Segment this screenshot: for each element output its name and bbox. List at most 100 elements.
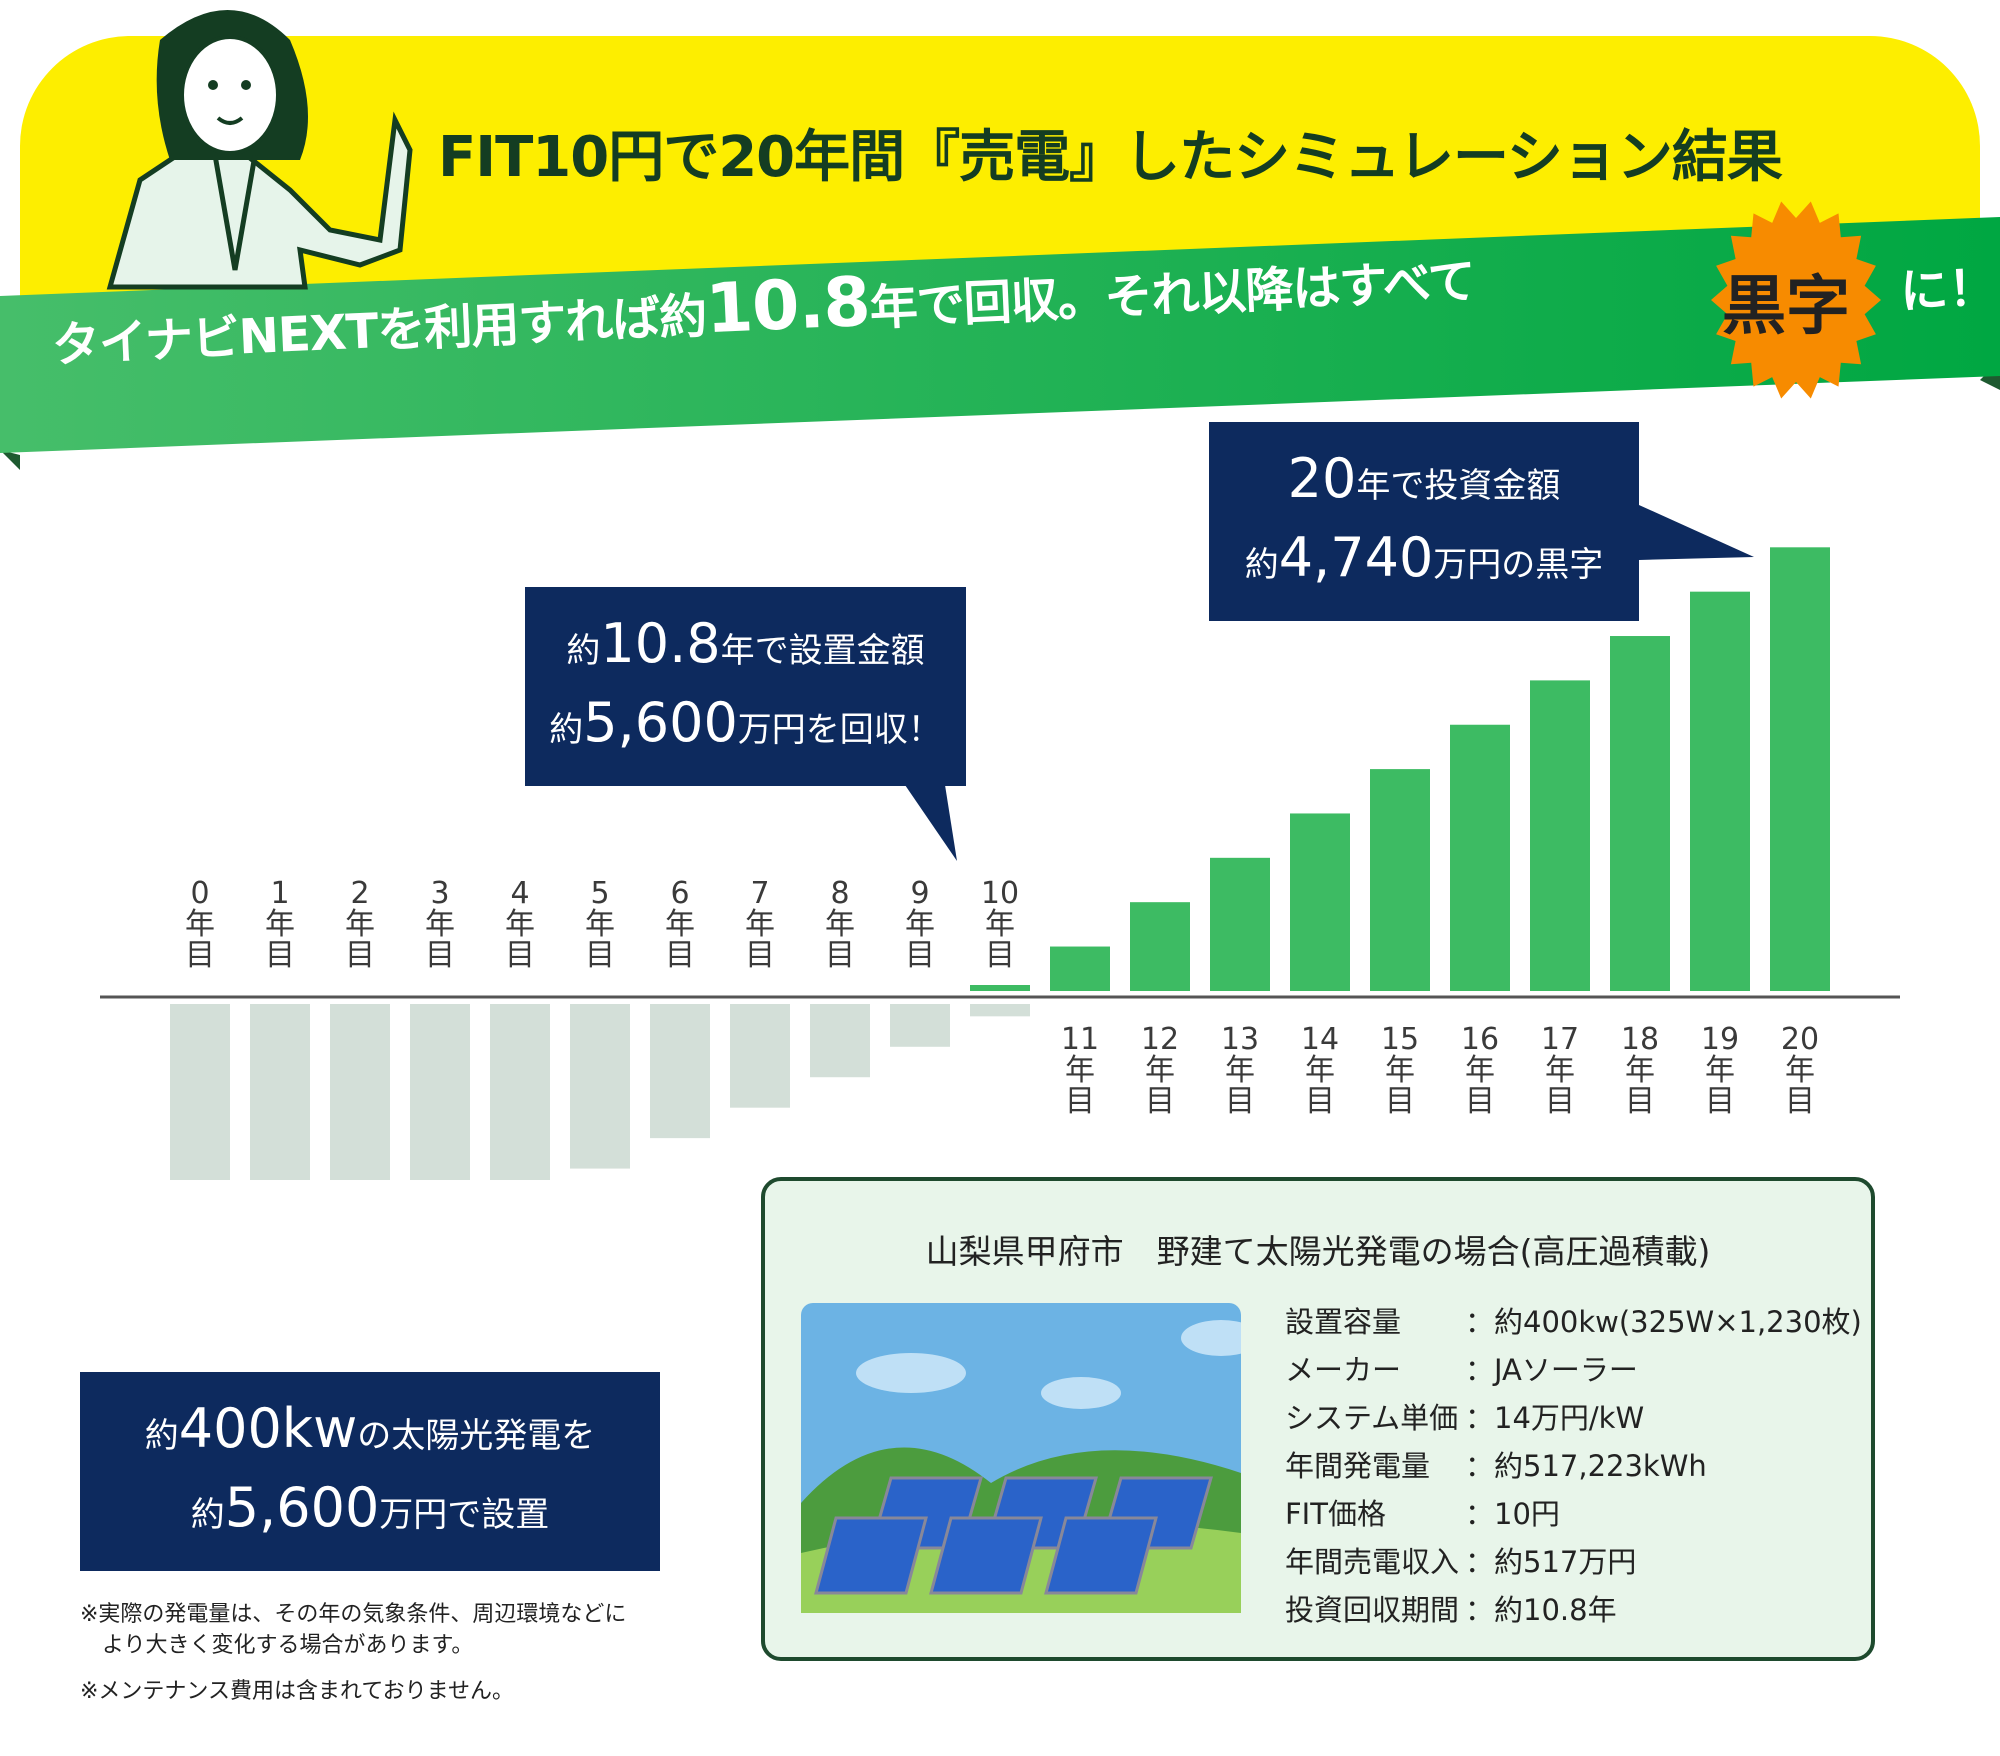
starburst-badge xyxy=(1711,201,1881,399)
spec-row: システム単価 ：14万円/kW xyxy=(1285,1395,1644,1437)
spec-row: メーカー ：JAソーラー xyxy=(1285,1347,1638,1389)
year-number: 17 xyxy=(1540,1022,1580,1057)
spec-row: 年間発電量 ：約517,223kWh xyxy=(1285,1443,1707,1485)
bar-5 xyxy=(570,1004,630,1169)
year-number: 12 xyxy=(1140,1022,1180,1057)
year-number: 18 xyxy=(1620,1022,1660,1057)
year-label: 11 年目 xyxy=(1050,1024,1110,1117)
year-number: 7 xyxy=(750,876,770,911)
bar-12 xyxy=(1130,902,1190,991)
year-number: 9 xyxy=(910,876,930,911)
spec-key: システム単価 xyxy=(1285,1401,1459,1435)
spec-key: FIT価格 xyxy=(1285,1497,1386,1531)
spec-key: 年間発電量 xyxy=(1285,1449,1431,1483)
year-number: 0 xyxy=(190,876,210,911)
year-number: 5 xyxy=(590,876,610,911)
bar-18 xyxy=(1610,636,1670,991)
bar-19 xyxy=(1690,591,1750,991)
year-label: 19 年目 xyxy=(1690,1024,1750,1117)
bar-10-positive-sliver xyxy=(970,985,1030,991)
badge-text: 黒字 xyxy=(1722,270,1850,344)
banner-shadow xyxy=(0,450,20,470)
spec-value: ：約517万円 xyxy=(1465,1545,1637,1579)
spec-value: ：約400kw(325W×1,230枚) xyxy=(1465,1305,1862,1339)
bar-8 xyxy=(810,1004,870,1078)
year-number: 6 xyxy=(670,876,690,911)
year-number: 14 xyxy=(1300,1022,1340,1057)
year-number: 16 xyxy=(1460,1022,1500,1057)
spec-row: FIT価格 ：10円 xyxy=(1285,1491,1560,1533)
spec-value: ：14万円/kW xyxy=(1465,1401,1645,1435)
bar-4 xyxy=(490,1004,550,1180)
callout-tail-payback xyxy=(905,785,957,861)
year-number: 20 xyxy=(1780,1022,1820,1057)
bar-2 xyxy=(330,1004,390,1180)
bar-0 xyxy=(170,1004,230,1180)
year-label: 20 年目 xyxy=(1770,1024,1830,1117)
year-label: 10 年目 xyxy=(970,878,1030,971)
bar-16 xyxy=(1450,724,1510,991)
woman-illustration-icon xyxy=(106,10,413,290)
callout-install: 約400kwの太陽光発電を 約5,600万円で設置 xyxy=(80,1372,660,1571)
spec-key: メーカー xyxy=(1285,1353,1402,1387)
spec-value: ：JAソーラー xyxy=(1465,1353,1638,1387)
year-number: 4 xyxy=(510,876,530,911)
info-title: 山梨県甲府市 野建て太陽光発電の場合(高圧過積載) xyxy=(925,1232,1711,1271)
spec-value: ：約517,223kWh xyxy=(1465,1449,1707,1483)
spec-row: 投資回収期間 ：約10.8年 xyxy=(1285,1587,1617,1629)
year-label: 12 年目 xyxy=(1130,1024,1190,1117)
spec-value: ：約10.8年 xyxy=(1465,1593,1617,1627)
note-3: ※メンテナンス費用は含まれておりません。 xyxy=(80,1679,515,1704)
callout-profit: 20年で投資金額 約4,740万円の黒字 xyxy=(1209,422,1639,621)
solar-farm-illustration xyxy=(801,1303,1241,1613)
year-number: 1 xyxy=(270,876,290,911)
bar-17 xyxy=(1530,680,1590,991)
note-1: ※実際の発電量は、その年の気象条件、周辺環境などに xyxy=(80,1602,627,1627)
year-number: 8 xyxy=(830,876,850,911)
bar-1 xyxy=(250,1004,310,1180)
spec-row: 年間売電収入 ：約517万円 xyxy=(1285,1539,1636,1581)
bar-15 xyxy=(1370,769,1430,991)
bar-14 xyxy=(1290,813,1350,991)
year-number: 13 xyxy=(1220,1022,1260,1057)
spec-row: 設置容量 ：約400kw(325W×1,230枚) xyxy=(1285,1299,1862,1341)
year-label: 15 年目 xyxy=(1370,1024,1430,1117)
bar-10 xyxy=(970,1004,1030,1017)
callout-payback: 約10.8年で設置金額 約5,600万円を回収！ xyxy=(525,587,966,786)
bar-9 xyxy=(890,1004,950,1047)
bar-3 xyxy=(410,1004,470,1180)
bar-6 xyxy=(650,1004,710,1139)
spec-key: 投資回収期間 xyxy=(1285,1593,1460,1627)
year-number: 10 xyxy=(980,876,1020,911)
year-number: 3 xyxy=(430,876,450,911)
page-title: FIT10円で20年間『売電』したシミュレーション結果 xyxy=(438,125,1783,190)
year-number: 2 xyxy=(350,876,370,911)
info-panel: 山梨県甲府市 野建て太陽光発電の場合(高圧過積載) 設置容量 ：約400kw(32… xyxy=(761,1177,1875,1661)
year-label: 13 年目 xyxy=(1210,1024,1270,1117)
green-banner xyxy=(0,217,2000,453)
spec-key: 設置容量 xyxy=(1285,1305,1402,1339)
year-label: 17 年目 xyxy=(1530,1024,1590,1117)
year-number: 11 xyxy=(1060,1022,1100,1057)
year-label: 18 年目 xyxy=(1610,1024,1670,1117)
year-number: 15 xyxy=(1380,1022,1420,1057)
bar-7 xyxy=(730,1004,790,1108)
bar-20 xyxy=(1770,547,1830,991)
bar-chart xyxy=(100,505,1900,1180)
year-number: 19 xyxy=(1700,1022,1740,1057)
year-label: 16 年目 xyxy=(1450,1024,1510,1117)
callout-tail-profit xyxy=(1639,505,1754,560)
bar-13 xyxy=(1210,857,1270,991)
spec-value: ：10円 xyxy=(1465,1497,1560,1531)
